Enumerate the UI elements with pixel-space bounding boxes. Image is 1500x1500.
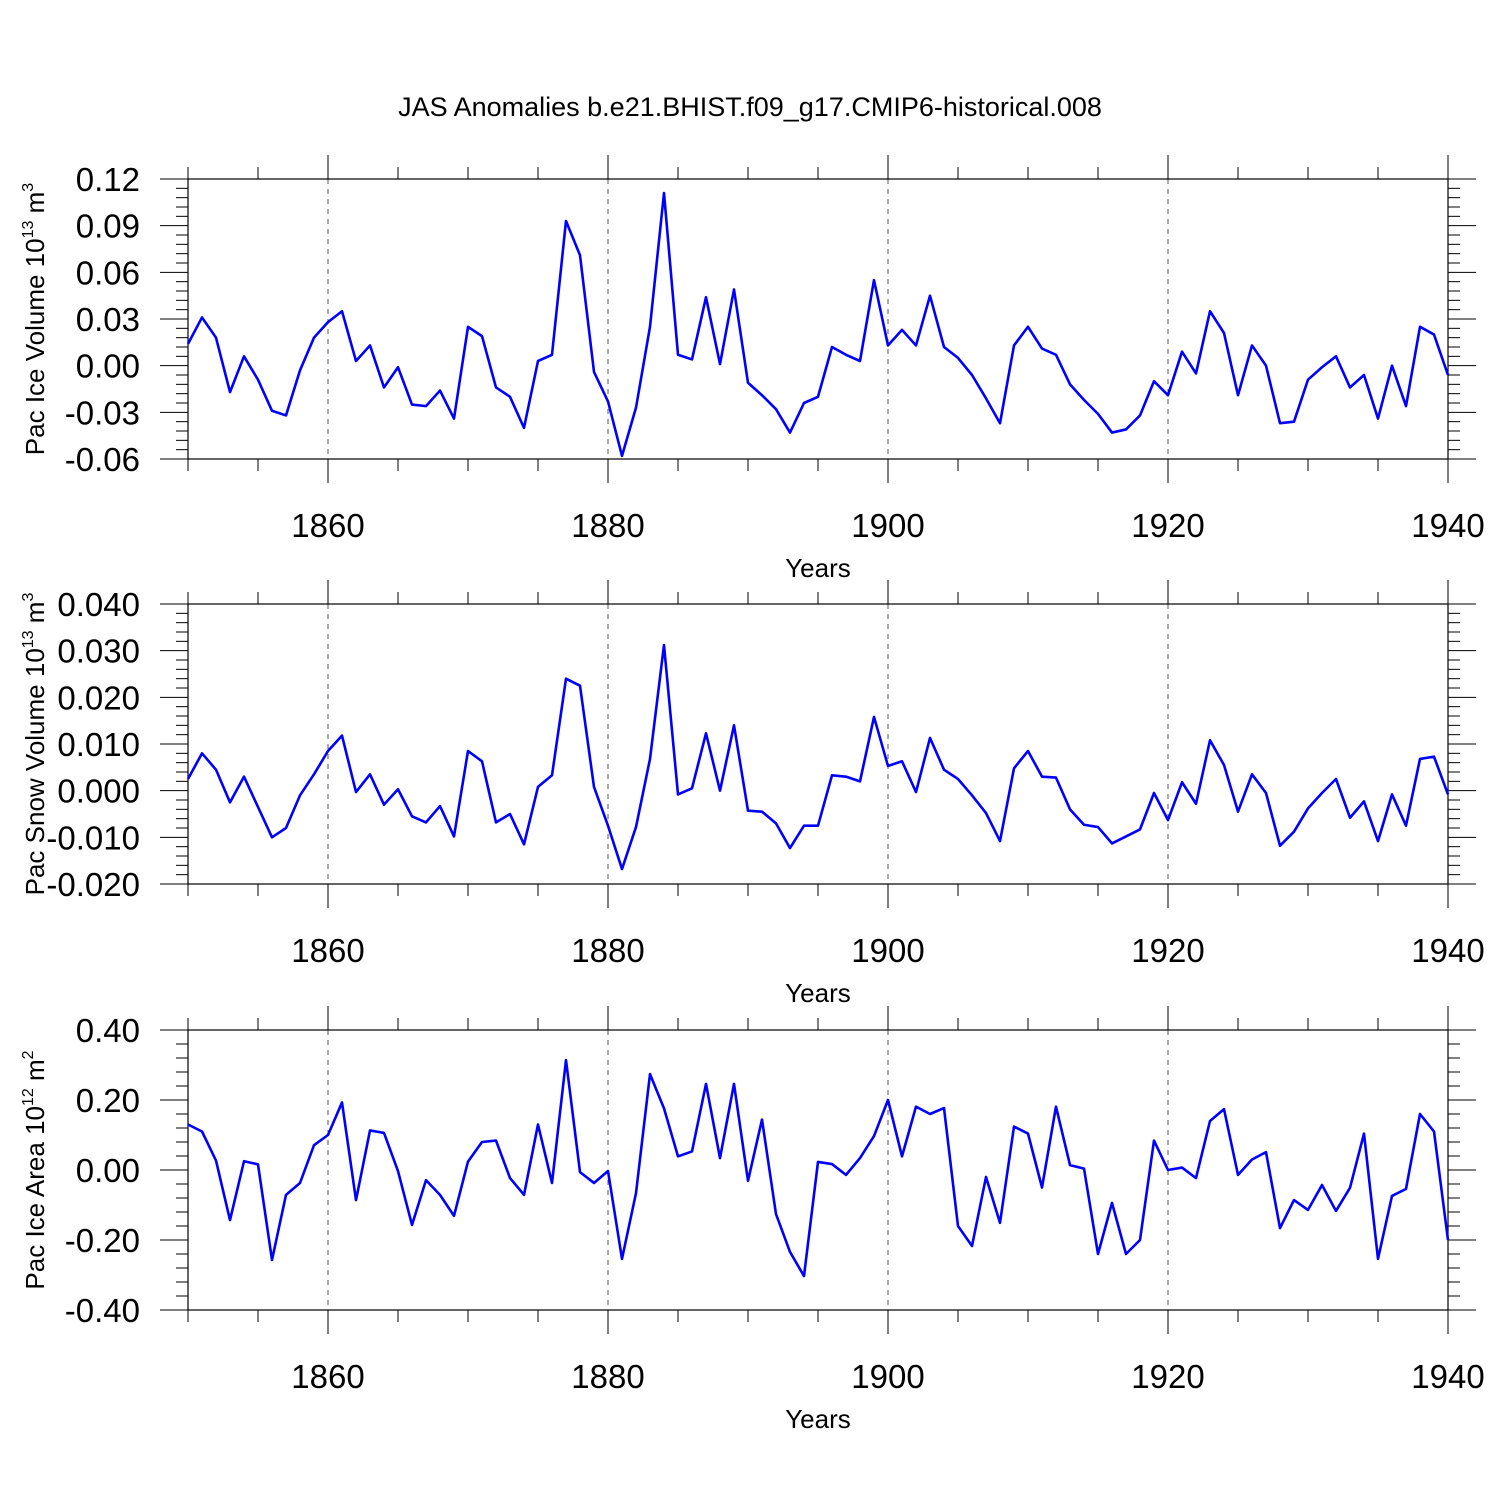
panel-1-ytick-label-2: 0.00 (76, 348, 140, 385)
panel-2-series-line-0 (186, 643, 1450, 871)
panel-2-ytick-label-2: 0.000 (57, 773, 140, 810)
panel-3-y-axis-title: Pac Ice Area 1012 m2 (20, 1050, 50, 1289)
panel-3-ytick-label-3: 0.20 (76, 1082, 140, 1119)
panel-3-ytick-label-1: -0.20 (65, 1222, 140, 1259)
panel-3-series-line-0 (187, 1058, 1450, 1278)
panel-2-xtick-label-1: 1880 (571, 932, 644, 969)
panel-1-xtick-label-0: 1860 (291, 507, 364, 544)
panel-1-y-axis-title: Pac Ice Volume 1013 m3 (20, 183, 50, 456)
panel-3-ytick-label-4: 0.40 (76, 1012, 140, 1049)
panel-1-xtick-label-4: 1940 (1411, 507, 1484, 544)
panel-2-y-axis-title: Pac Snow Volume 1013 m3 (20, 593, 50, 896)
panel-2-xtick-label-2: 1900 (851, 932, 924, 969)
panel-2-ytick-label-1: -0.010 (46, 819, 140, 856)
panel-2-frame (187, 603, 1449, 885)
panel-3-ytick-label-0: -0.40 (65, 1292, 140, 1329)
panel-3-x-axis-title: Years (785, 1404, 851, 1434)
panel-2-ytick-label-4: 0.020 (57, 679, 140, 716)
panel-3-xtick-label-4: 1940 (1411, 1358, 1484, 1395)
chart-title: JAS Anomalies b.e21.BHIST.f09_g17.CMIP6-… (398, 92, 1102, 122)
panel-2-ytick-label-3: 0.010 (57, 726, 140, 763)
panel-1-ytick-label-0: -0.06 (65, 441, 140, 478)
panel-3-ytick-label-2: 0.00 (76, 1152, 140, 1189)
panel-1-ytick-label-3: 0.03 (76, 301, 140, 338)
panel-3-xtick-label-3: 1920 (1131, 1358, 1204, 1395)
panel-1-ytick-label-1: -0.03 (65, 394, 140, 431)
panel-1-ytick-label-4: 0.06 (76, 254, 140, 291)
panel-1-ytick-label-6: 0.12 (76, 161, 140, 198)
panel-1-frame (187, 178, 1449, 460)
panel-1-series-line-0 (186, 191, 1450, 458)
panel-2-ytick-label-5: 0.030 (57, 633, 140, 670)
panel-2-x-axis-title: Years (785, 978, 851, 1008)
panel-3-xtick-label-2: 1900 (851, 1358, 924, 1395)
panel-3-xtick-label-0: 1860 (291, 1358, 364, 1395)
panel-1-x-axis-title: Years (785, 553, 851, 583)
panel-3-xtick-label-1: 1880 (571, 1358, 644, 1395)
panel-2-xtick-label-4: 1940 (1411, 932, 1484, 969)
panel-2-xtick-label-3: 1920 (1131, 932, 1204, 969)
panel-2-ytick-label-6: 0.040 (57, 586, 140, 623)
panel-1-xtick-label-1: 1880 (571, 507, 644, 544)
panel-1-xtick-label-2: 1900 (851, 507, 924, 544)
panel-2-xtick-label-0: 1860 (291, 932, 364, 969)
panel-2-ytick-label-0: -0.020 (46, 866, 140, 903)
panel-1-xtick-label-3: 1920 (1131, 507, 1204, 544)
panel-1-ytick-label-5: 0.09 (76, 208, 140, 245)
